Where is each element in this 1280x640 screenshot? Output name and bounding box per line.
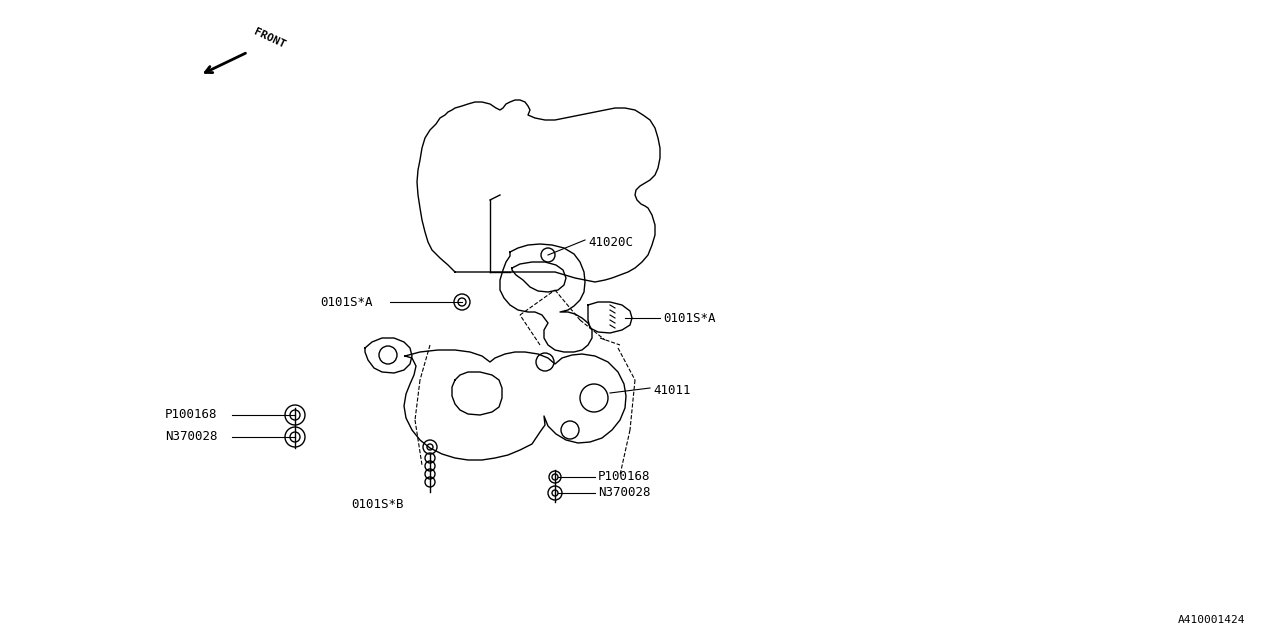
Text: 0101S*A: 0101S*A bbox=[320, 296, 372, 308]
Text: N370028: N370028 bbox=[165, 431, 218, 444]
Text: FRONT: FRONT bbox=[252, 27, 287, 50]
Text: 41020C: 41020C bbox=[588, 237, 634, 250]
Text: 0101S*B: 0101S*B bbox=[352, 499, 404, 511]
Text: N370028: N370028 bbox=[598, 486, 650, 499]
Text: 0101S*A: 0101S*A bbox=[663, 312, 716, 324]
Text: A410001424: A410001424 bbox=[1178, 615, 1245, 625]
Text: 41011: 41011 bbox=[653, 383, 690, 397]
Text: P100168: P100168 bbox=[598, 470, 650, 483]
Text: P100168: P100168 bbox=[165, 408, 218, 422]
